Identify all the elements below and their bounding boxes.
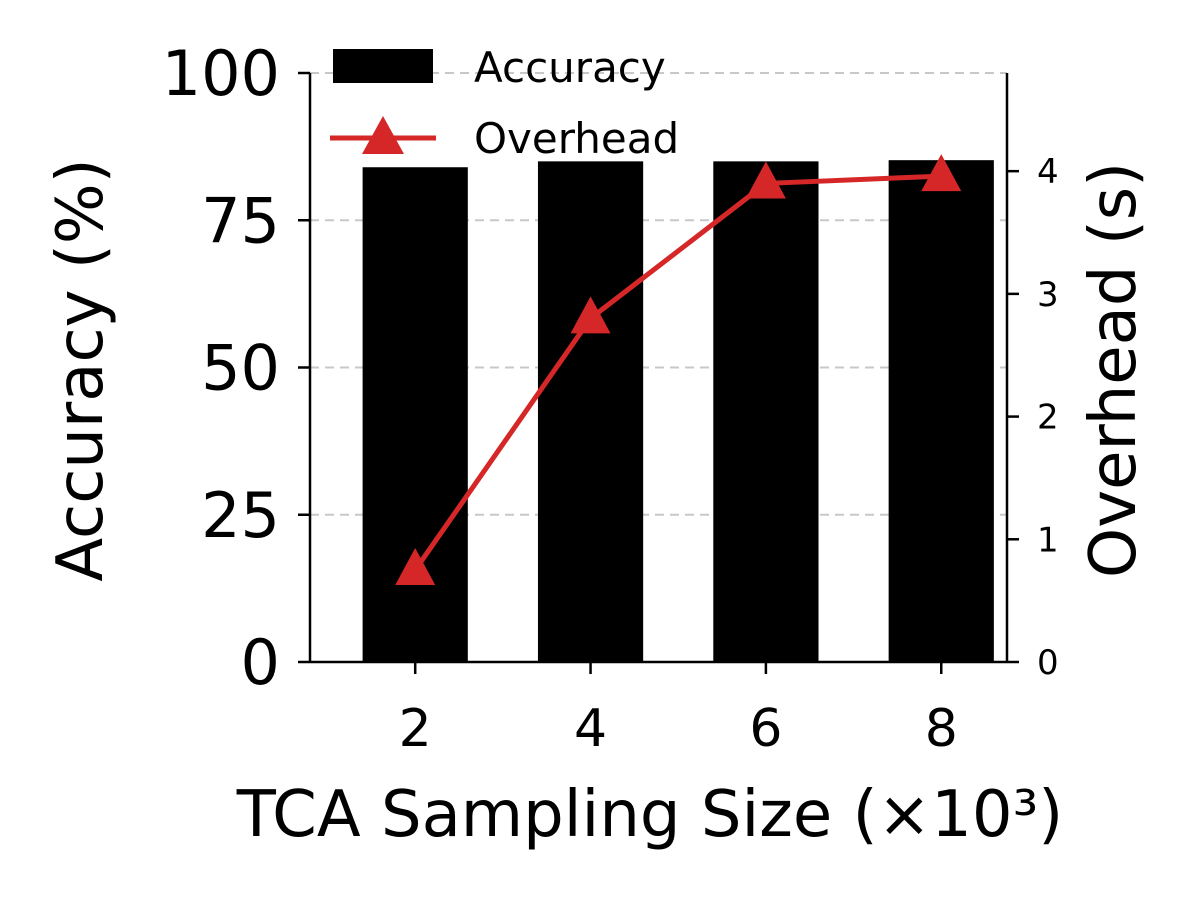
overhead-point-4: [570, 296, 611, 334]
x-tick-label: 8: [925, 699, 958, 759]
x-tick-label: 2: [399, 699, 432, 759]
right-tick-label: 0: [1037, 643, 1059, 683]
left-tick-label: 25: [201, 479, 280, 552]
right-tick-label: 1: [1037, 520, 1059, 560]
y2-axis-label: Overhead (s): [1077, 162, 1151, 578]
right-tick-label: 2: [1037, 398, 1059, 438]
bar-accuracy-8: [888, 160, 994, 662]
bar-accuracy-2: [362, 167, 468, 663]
x-tick-label: 6: [749, 699, 782, 759]
left-tick-label: 50: [201, 332, 280, 405]
overhead-point-8: [921, 154, 962, 192]
right-axis-ticks: 0 1 2 3 4: [1007, 152, 1059, 683]
legend: Accuracy Overhead: [330, 43, 679, 163]
x-axis-ticks: 2 4 6 8: [399, 662, 958, 759]
overhead-point-2: [395, 547, 436, 585]
left-axis-ticks: 0 25 50 75 100: [162, 37, 310, 699]
y-axis-label: Accuracy (%): [44, 158, 118, 581]
x-axis-label: TCA Sampling Size (×10³): [236, 778, 1063, 852]
overhead-series-line: [413, 173, 942, 572]
left-tick-label: 75: [201, 184, 280, 257]
left-tick-label: 100: [162, 37, 280, 110]
grid-lines: [310, 72, 1007, 516]
overhead-line: [395, 154, 962, 585]
legend-swatch-overhead-marker: [362, 116, 404, 154]
x-tick-label: 4: [574, 699, 607, 759]
right-tick-label: 4: [1037, 152, 1059, 192]
bar-accuracy-6: [713, 161, 819, 662]
accuracy-bars: [362, 160, 994, 663]
left-tick-label: 0: [241, 626, 280, 699]
legend-label-overhead: Overhead: [474, 114, 679, 163]
overhead-point-6: [745, 161, 786, 199]
right-tick-label: 3: [1037, 275, 1059, 315]
legend-swatch-accuracy: [333, 49, 433, 83]
legend-label-accuracy: Accuracy: [474, 43, 666, 92]
bar-accuracy-4: [537, 161, 644, 662]
